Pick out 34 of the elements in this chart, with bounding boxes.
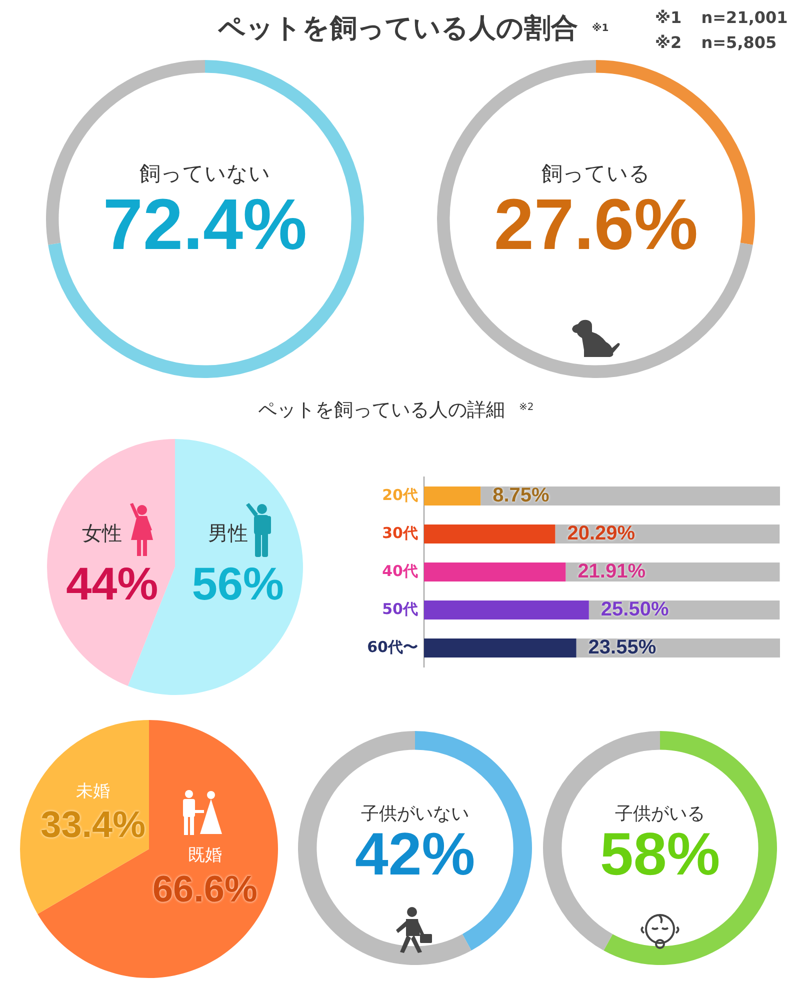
bar [424,486,481,506]
y-tick-label: 50代 [382,600,418,618]
slice-label: 子供がいない [361,804,469,825]
data-label: 8.75% [492,484,550,507]
data-label: 56% [192,558,284,610]
data-label: 20.29% [567,522,636,545]
data-label: 21.91% [578,560,646,583]
slice-label: 子供がいる [615,804,705,825]
slice-label: 男性 [208,521,248,546]
slice-label: 飼っている [542,161,650,186]
slice-label: 既婚 [188,846,222,866]
bar [424,638,576,658]
data-label: 25.50% [600,598,669,621]
text: ペットを飼っている人の詳細$^{※2}$ [258,398,534,423]
slice-label: 未婚 [76,781,110,802]
data-label: 66.6% [152,868,258,910]
y-tick-label: 20代 [382,486,418,504]
data-label: 33.4% [40,804,146,846]
bar [480,486,780,506]
slice-label: 女性 [82,521,122,546]
text: ※1 n=21,001 [655,8,788,27]
data-label: 44% [66,558,158,610]
slice-label: 飼っていない [140,161,270,186]
y-tick-label: 30代 [382,524,418,542]
chart-title: ペットを飼っている人の割合$^{※1}$ [218,12,609,46]
bar [424,600,589,620]
text: ※2 n=5,805 [655,33,777,52]
data-label: 72.4% [102,184,308,265]
y-tick-label: 60代〜 [367,638,418,656]
data-label: 23.55% [588,636,656,659]
data-label: 27.6% [494,184,698,265]
y-tick-label: 40代 [382,562,418,580]
bar [424,524,556,544]
bar [424,562,566,582]
